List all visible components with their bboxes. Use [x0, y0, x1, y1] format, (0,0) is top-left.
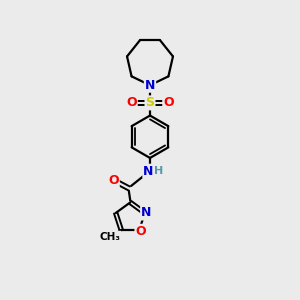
Text: O: O	[163, 96, 174, 110]
Text: N: N	[145, 79, 155, 92]
Text: O: O	[135, 225, 146, 238]
Text: N: N	[143, 165, 154, 178]
Text: S: S	[146, 96, 154, 110]
Text: N: N	[141, 206, 152, 220]
Text: CH₃: CH₃	[100, 232, 121, 242]
Text: H: H	[154, 166, 164, 176]
Text: O: O	[126, 96, 137, 110]
Text: O: O	[108, 174, 119, 187]
